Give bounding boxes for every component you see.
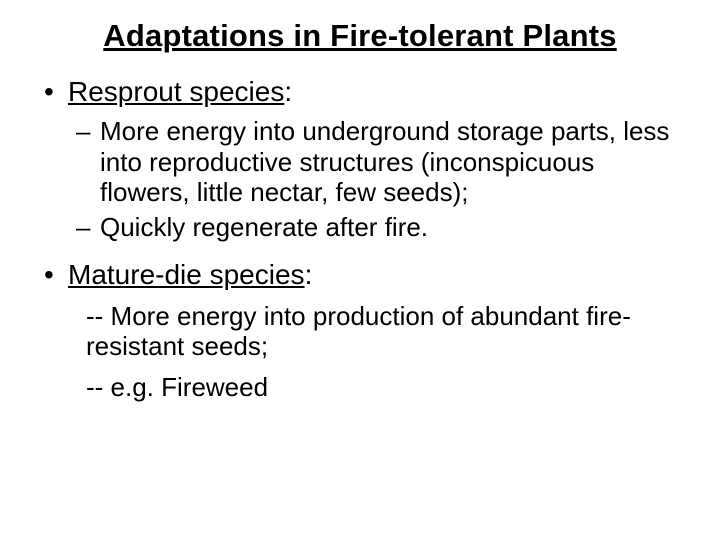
sub-group-resprout: More energy into underground storage par… [40, 116, 680, 243]
slide: Adaptations in Fire-tolerant Plants Resp… [0, 0, 720, 540]
sub-resprout-2: Quickly regenerate after fire. [100, 212, 680, 243]
bullet-resprout: Resprout species: [40, 76, 680, 108]
bullet-resprout-text: Resprout species [68, 76, 284, 107]
slide-title: Adaptations in Fire-tolerant Plants [40, 18, 680, 54]
bullet-mature-die-text: Mature-die species [68, 259, 305, 290]
bullet-resprout-suffix: : [284, 76, 292, 107]
sub-mature-die-1: -- More energy into production of abunda… [40, 301, 680, 362]
bullet-group-1: Resprout species: More energy into under… [40, 76, 680, 243]
sub-group-mature-die: -- More energy into production of abunda… [40, 301, 680, 403]
bullet-mature-die-suffix: : [305, 259, 313, 290]
bullet-group-2: Mature-die species: -- More energy into … [40, 259, 680, 403]
sub-resprout-1: More energy into underground storage par… [100, 116, 680, 208]
sub-mature-die-2: -- e.g. Fireweed [40, 372, 680, 403]
bullet-mature-die: Mature-die species: [40, 259, 680, 291]
